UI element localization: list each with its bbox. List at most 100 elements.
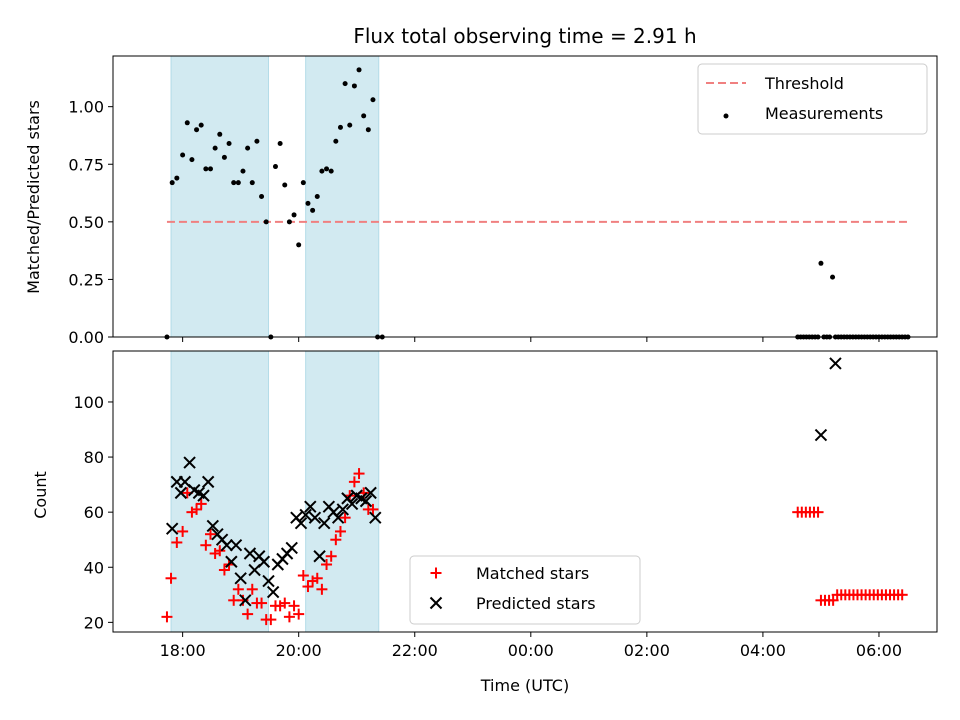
y-tick-label: 0.00: [68, 328, 104, 347]
legend-measurements-swatch: [723, 113, 729, 119]
measurement-point: [365, 127, 371, 133]
measurement-point: [226, 141, 232, 147]
predicted-star-point: [239, 594, 252, 607]
measurement-point: [203, 166, 209, 172]
measurement-point: [333, 138, 339, 144]
predicted-star-point: [220, 539, 233, 552]
legend-matched-swatch: [430, 567, 442, 579]
predicted-star-point: [183, 456, 196, 469]
measurement-point: [337, 124, 343, 130]
measurement-point: [245, 145, 251, 151]
matched-star-point: [330, 534, 342, 546]
predicted-star-point: [345, 497, 359, 511]
x-tick-label: 00:00: [508, 641, 554, 660]
measurement-point: [259, 194, 265, 199]
measurement-point: [277, 141, 283, 147]
measurement-point: [356, 67, 362, 73]
matched-star-point: [302, 581, 314, 593]
bottom-axes-frame: [112, 350, 938, 633]
measurement-point: [240, 168, 246, 174]
predicted-star-point: [257, 555, 271, 568]
measurement-point: [328, 168, 334, 174]
predicted-star-point: [294, 516, 308, 530]
measurement-point: [180, 152, 186, 158]
measurement-point: [286, 219, 292, 225]
measurement-point: [314, 194, 320, 199]
measurement-point: [347, 122, 353, 128]
predicted-star-point: [308, 511, 322, 524]
matched-star-point: [316, 583, 328, 595]
legend-measurements-label: Measurements: [765, 104, 883, 123]
matched-star-point: [195, 498, 207, 510]
measurement-point: [169, 180, 175, 186]
predicted-star-point: [331, 511, 345, 524]
measurement-point: [221, 154, 227, 160]
predicted-star-point: [174, 486, 188, 500]
measurement-point: [830, 274, 836, 280]
top-x-ticks: [182, 337, 880, 342]
legend-matched-label: Matched stars: [476, 564, 589, 583]
measurement-point: [174, 175, 180, 181]
matched-star-point: [311, 572, 323, 584]
matched-star-point: [171, 536, 183, 548]
predicted-star-point: [364, 486, 377, 500]
matched-star-point: [214, 545, 226, 557]
y-tick-label: 20: [84, 613, 104, 632]
measurement-point: [818, 260, 824, 266]
top-y-ticks: 0.00 0.25 0.50 0.75 1.00: [68, 98, 113, 347]
top-axes-frame: [112, 55, 938, 338]
matched-star-point: [297, 570, 309, 582]
matched-star-point: [165, 572, 177, 584]
predicted-star-point: [165, 522, 179, 535]
legend-plus-mark: [430, 567, 442, 579]
matched-stars-points: [161, 468, 908, 626]
top-y-axis-label: Matched/Predicted stars: [24, 100, 43, 294]
chart-title: Flux total observing time = 2.91 h: [353, 24, 696, 48]
measurement-point: [263, 219, 269, 225]
measurement-point: [235, 180, 241, 186]
matched-star-point: [367, 503, 379, 515]
shaded-region: [170, 55, 270, 338]
matched-star-point: [339, 512, 351, 524]
matched-star-point: [232, 583, 244, 595]
predicted-star-point: [336, 503, 349, 516]
shaded-region: [305, 350, 380, 633]
measurement-point: [249, 180, 255, 186]
predicted-star-point: [243, 547, 257, 560]
x-tick-label: 04:00: [740, 641, 786, 660]
x-tick-label: 18:00: [160, 641, 206, 660]
y-tick-label: 60: [84, 503, 104, 522]
measurement-point: [189, 157, 195, 163]
predicted-stars-points: [165, 357, 842, 607]
predicted-star-point: [285, 541, 298, 555]
y-tick-label: 0.25: [68, 270, 104, 289]
x-tick-label: 20:00: [276, 641, 322, 660]
top-panel: 0.00 0.25 0.50 0.75 1.00 Matched/Predicted s…: [24, 55, 938, 347]
predicted-star-point: [359, 494, 373, 508]
matched-star-point: [293, 608, 305, 620]
top-shaded-regions: [170, 55, 380, 338]
predicted-star-point: [369, 511, 382, 524]
predicted-star-point: [225, 555, 238, 568]
measurement-point: [310, 207, 316, 213]
matched-star-point: [348, 476, 360, 488]
matched-star-point: [353, 468, 365, 480]
measurement-point: [282, 182, 288, 188]
matched-star-point: [325, 550, 337, 562]
bottom-panel: 20 40 60 80 100 18:00 20:00 22:00 00:00 02:00 04:…: [31, 350, 938, 695]
matched-star-point: [218, 564, 230, 576]
measurement-point: [217, 131, 223, 137]
matched-star-point: [228, 594, 240, 606]
predicted-star-point: [318, 516, 331, 530]
bottom-y-ticks: 20 40 60 80 100: [73, 393, 113, 632]
predicted-star-point: [229, 539, 243, 552]
legend-predicted-label: Predicted stars: [476, 594, 596, 613]
measurement-point: [291, 212, 297, 218]
measurement-point: [194, 127, 200, 133]
matched-star-point: [896, 589, 908, 601]
legend-threshold-label: Threshold: [764, 74, 844, 93]
legend-predicted-swatch: [429, 596, 443, 610]
measurement-point: [207, 166, 213, 172]
bottom-y-axis-label: Count: [31, 471, 50, 519]
top-legend: Threshold Measurements: [697, 63, 928, 135]
